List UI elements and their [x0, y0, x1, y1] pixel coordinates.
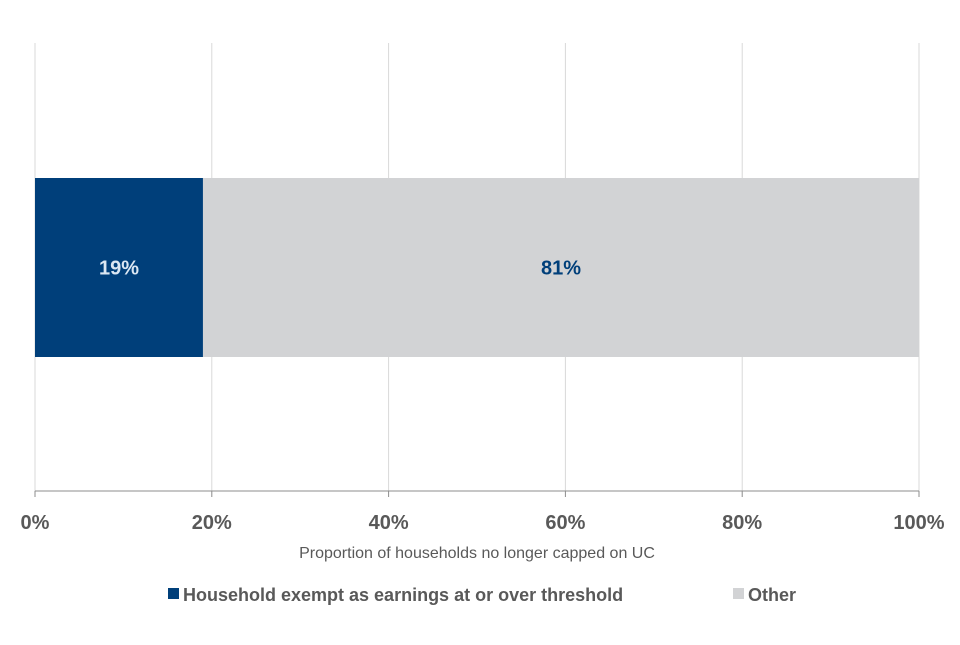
- data-label-1: 19%: [99, 258, 139, 280]
- legend-label-2: Other: [748, 585, 796, 605]
- x-tick-label: 0%: [21, 512, 50, 534]
- x-tick-label: 20%: [192, 512, 232, 534]
- bars: [35, 178, 919, 357]
- data-label-2: 81%: [541, 258, 581, 280]
- x-tick-label: 80%: [722, 512, 762, 534]
- x-axis-title: Proportion of households no longer cappe…: [299, 545, 655, 562]
- data-labels: 19% 81%: [99, 258, 581, 280]
- bar-segment-2: [202, 178, 919, 357]
- x-tick-label: 100%: [893, 512, 944, 534]
- legend: Household exempt as earnings at or over …: [168, 585, 796, 605]
- legend-swatch-1: [168, 588, 179, 599]
- legend-label-1: Household exempt as earnings at or over …: [183, 585, 623, 605]
- x-tick-label: 40%: [369, 512, 409, 534]
- legend-swatch-2: [733, 588, 744, 599]
- x-axis-ticks: 0% 20% 40% 60% 80% 100%: [21, 491, 945, 534]
- bar-segment-1: [35, 178, 203, 357]
- x-tick-label: 60%: [545, 512, 585, 534]
